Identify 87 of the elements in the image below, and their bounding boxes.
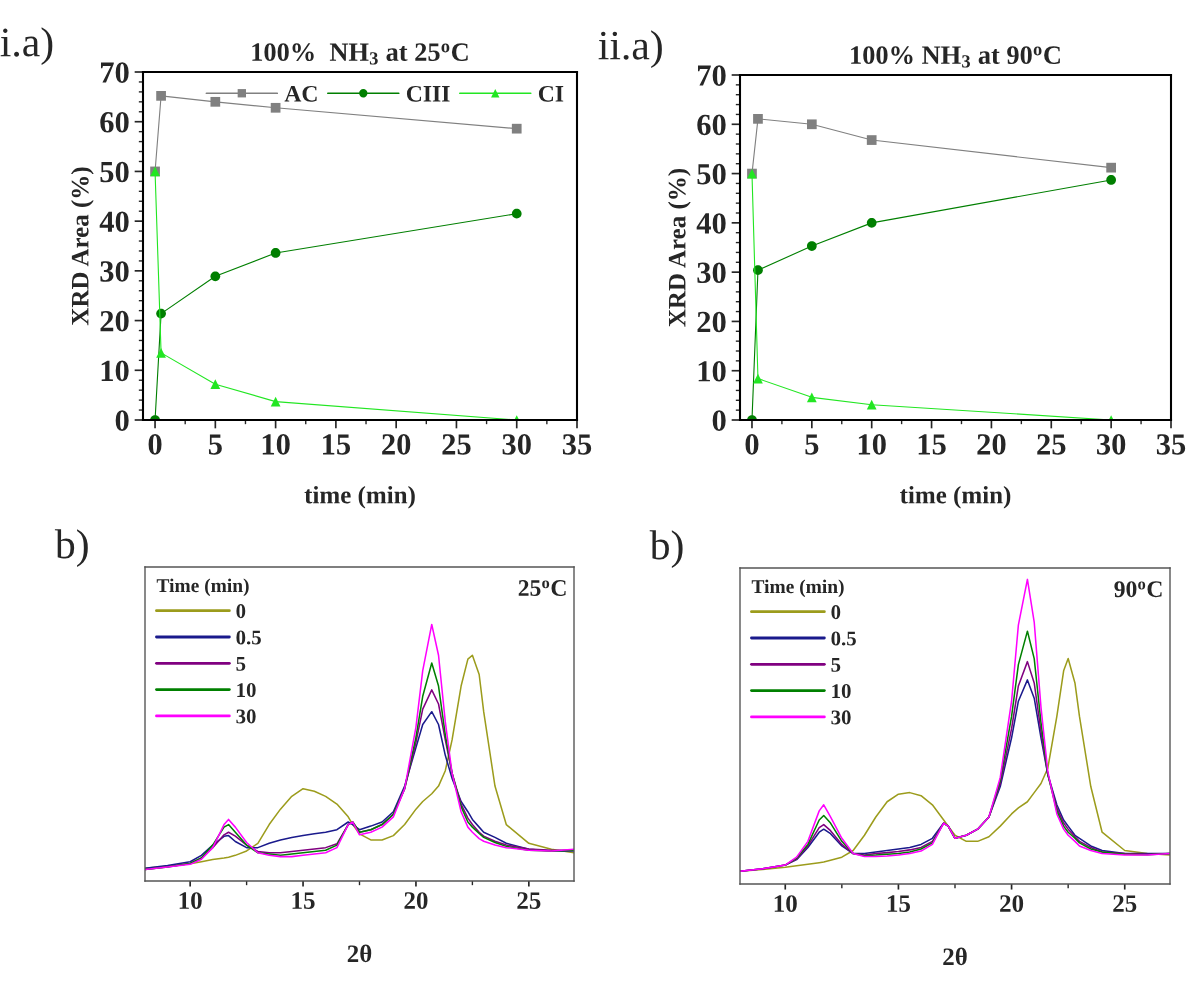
x-tick-label: 15	[918, 434, 946, 455]
point	[270, 248, 281, 258]
x-axis-title: 2θ	[347, 944, 372, 963]
x-tick-label: 15	[323, 434, 351, 455]
x-tick-label: 0	[745, 434, 759, 455]
x-tick-label: 15	[887, 895, 911, 913]
x-axis-title: time (min)	[304, 485, 415, 509]
x-tick-label: 35	[1156, 434, 1186, 455]
y-tick-label: 10	[101, 360, 129, 382]
y-tick-label: 20	[697, 311, 726, 333]
legend-label: AC	[284, 85, 317, 102]
point	[866, 218, 877, 228]
point	[270, 102, 281, 113]
point	[866, 399, 877, 410]
point	[1106, 175, 1116, 185]
point	[156, 348, 166, 358]
legend-label: 0.5	[831, 631, 856, 646]
point	[511, 123, 522, 134]
x-tick-label: 0	[148, 434, 162, 455]
legend-label: 0	[236, 604, 246, 619]
x-tick-label: 30	[502, 434, 531, 455]
y-tick-label: 60	[100, 112, 129, 133]
point	[1106, 162, 1116, 173]
annotation: 90$^{o}$C	[1114, 581, 1162, 598]
y-tick-label: 20	[100, 310, 129, 332]
legend-label: 5	[236, 656, 246, 671]
y-axis-title: XRD Area (%)	[71, 167, 94, 326]
x-tick-label: 5	[208, 434, 222, 455]
text: b)	[649, 530, 683, 568]
y-tick-label: 50	[697, 163, 726, 185]
x-tick-label: 10	[179, 892, 202, 910]
legend-label: 10	[237, 683, 256, 698]
x-tick-label: 10	[774, 895, 797, 913]
legend-label: 10	[832, 684, 851, 699]
x-tick-label: 10	[262, 434, 290, 455]
legend-title: Time (min)	[156, 578, 249, 597]
point	[210, 271, 221, 282]
point	[210, 379, 221, 390]
point	[753, 114, 763, 124]
y-tick-label: 10	[698, 361, 726, 382]
x-tick-label: 15	[292, 892, 315, 910]
x-tick-label: 25	[517, 892, 541, 910]
x-tick-label: 35	[562, 434, 592, 455]
chart-title: 100% NH$_{3}$ at 90$^{o}$C	[851, 46, 1060, 68]
legend-label: CI	[538, 85, 564, 102]
legend-label: CIII	[406, 85, 450, 102]
legend-label: 30	[831, 710, 851, 725]
y-tick-label: 30	[697, 262, 726, 284]
y-tick-label: 70	[698, 65, 726, 86]
x-axis-title: 2θ	[943, 947, 967, 966]
text: i.a)	[0, 27, 53, 66]
legend-label: 30	[236, 709, 256, 724]
y-axis-title: XRD Area (%)	[668, 168, 691, 327]
legend-title: Time (min)	[751, 579, 844, 598]
text: b)	[54, 529, 88, 567]
x-tick-label: 25	[442, 434, 471, 455]
point	[806, 119, 817, 130]
point	[511, 208, 522, 219]
x-tick-label: 20	[1000, 895, 1024, 913]
point	[210, 96, 221, 107]
y-tick-label: 40	[696, 213, 726, 234]
x-tick-label: 25	[1037, 434, 1066, 455]
text: 25$^{o}$C	[518, 580, 566, 596]
x-axis-title: time (min)	[900, 485, 1011, 509]
y-tick-label: 30	[100, 261, 129, 282]
chart-title: 100% NH$_{3}$ at 25$^{o}$C	[252, 43, 468, 65]
point	[806, 392, 817, 403]
x-tick-label: 20	[382, 434, 411, 455]
y-tick-label: 60	[697, 114, 726, 136]
y-tick-label: 0	[115, 410, 129, 431]
y-tick-label: 0	[712, 410, 726, 431]
legend-label: 0	[831, 605, 841, 620]
legend-label: 0.5	[236, 630, 261, 645]
x-tick-label: 10	[858, 434, 886, 455]
y-tick-label: 40	[99, 211, 129, 233]
x-tick-label: 25	[1113, 895, 1137, 913]
y-tick-label: 50	[100, 161, 129, 183]
x-tick-label: 5	[805, 434, 819, 455]
point	[806, 241, 817, 251]
y-tick-label: 70	[101, 62, 129, 83]
point	[156, 91, 166, 101]
x-tick-label: 20	[977, 434, 1006, 455]
legend-label: 5	[831, 657, 841, 672]
x-tick-label: 20	[404, 892, 428, 910]
x-tick-label: 30	[1097, 434, 1126, 455]
text: ii.a)	[598, 30, 662, 69]
point	[866, 135, 877, 145]
